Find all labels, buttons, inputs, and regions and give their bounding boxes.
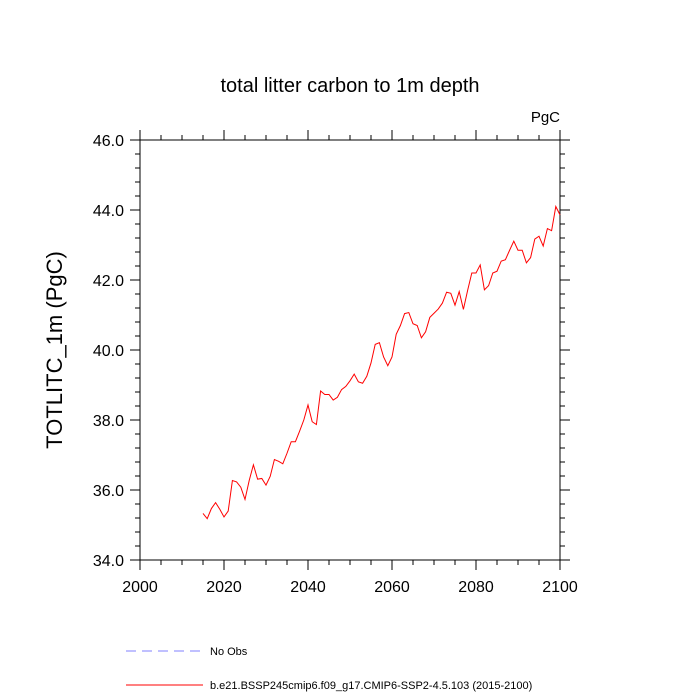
x-tick-label: 2040 [290, 579, 326, 596]
y-tick-label: 44.0 [93, 203, 124, 220]
series-line-1 [202, 204, 561, 520]
legend-label-1: b.e21.BSSP245cmip6.f09_g17.CMIP6-SSP2-4.… [210, 680, 532, 692]
series-layer [202, 204, 561, 520]
x-tick-label: 2020 [206, 579, 242, 596]
chart-title: total litter carbon to 1m depth [220, 75, 479, 97]
x-tick-label: 2100 [542, 579, 578, 596]
y-tick-label: 42.0 [93, 273, 124, 290]
y-tick-label: 46.0 [93, 133, 124, 150]
y-axis-label: TOTLITC_1m (PgC) [42, 251, 67, 449]
y-tick-label: 36.0 [93, 483, 124, 500]
x-tick-label: 2060 [374, 579, 410, 596]
ticks-layer: 2000 2020 2040 2060 2080 2100 34.0 36.0 38.0 40.0… [93, 130, 578, 596]
y-tick-label: 34.0 [93, 553, 124, 570]
y-tick-label: 40.0 [93, 343, 124, 360]
legend: No Obs b.e21.BSSP245cmip6.f09_g17.CMIP6-S… [126, 646, 532, 692]
units-label: PgC [531, 109, 560, 126]
legend-label-0: No Obs [210, 646, 248, 658]
plot-frame [139, 139, 561, 561]
x-tick-label: 2000 [122, 579, 158, 596]
x-tick-label: 2080 [458, 579, 494, 596]
y-tick-label: 38.0 [93, 413, 124, 430]
